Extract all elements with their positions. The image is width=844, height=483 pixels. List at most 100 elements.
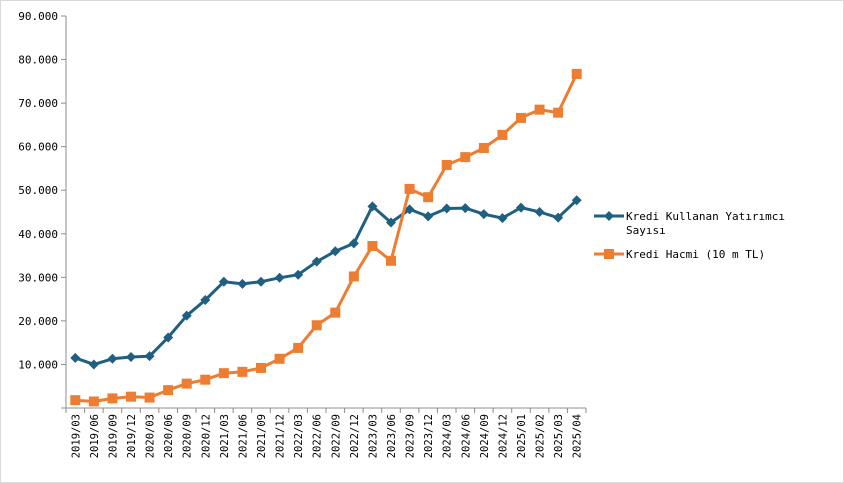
- x-tick-label: 2021/06: [237, 414, 249, 458]
- data-point: [348, 238, 359, 249]
- data-point: [70, 395, 81, 406]
- data-point: [553, 107, 564, 118]
- data-point: [200, 294, 211, 305]
- legend-marker: [604, 249, 614, 259]
- y-tick-label: 10.000: [18, 358, 58, 371]
- data-point: [516, 202, 526, 213]
- x-tick-label: 2023/03: [367, 414, 379, 458]
- x-tick-label: 2020/12: [200, 414, 212, 458]
- data-point: [478, 142, 489, 153]
- x-tick-label: 2022/09: [330, 414, 342, 458]
- x-tick-label: 2021/03: [219, 414, 231, 458]
- x-tick-label: 2025/01: [516, 414, 528, 458]
- y-axis: 10.000 20.000 30.000 40.000 50.000 60.000 70.0…: [18, 10, 67, 409]
- y-tick-label: 90.000: [18, 10, 58, 23]
- y-tick-label: 70.000: [18, 97, 58, 110]
- data-point: [367, 201, 378, 212]
- data-point: [218, 368, 229, 379]
- data-point: [571, 195, 582, 206]
- data-point: [497, 129, 508, 140]
- series-0: [70, 195, 582, 370]
- data-point: [311, 256, 322, 267]
- data-point: [181, 310, 192, 321]
- x-tick-label: 2023/06: [386, 414, 398, 458]
- x-tick-label: 2024/09: [479, 414, 491, 458]
- data-point: [126, 391, 136, 402]
- series-1: [70, 68, 582, 407]
- x-tick-label: 2021/09: [256, 414, 268, 458]
- series-layer: [70, 68, 582, 407]
- x-tick-label: 2024/03: [442, 414, 454, 458]
- data-point: [441, 203, 452, 214]
- x-tick-label: 2023/12: [423, 414, 435, 458]
- y-tick-label: 30.000: [18, 271, 58, 284]
- y-tick-label: 80.000: [18, 54, 58, 67]
- data-point: [423, 211, 434, 222]
- data-point: [534, 207, 545, 217]
- legend-marker: [604, 211, 614, 221]
- data-point: [516, 112, 526, 123]
- data-point: [163, 332, 174, 343]
- data-point: [423, 192, 434, 203]
- x-tick-label: 2019/09: [107, 414, 119, 458]
- y-tick-label: 20.000: [18, 315, 58, 328]
- data-point: [237, 278, 248, 289]
- data-point: [478, 209, 489, 220]
- data-point: [404, 204, 415, 215]
- data-point: [200, 374, 211, 385]
- x-tick-label: 2019/03: [70, 414, 82, 458]
- x-tick-label: 2020/06: [163, 414, 175, 458]
- x-tick-label: 2024/12: [497, 414, 509, 458]
- series-line: [74, 199, 578, 366]
- data-point: [330, 307, 341, 318]
- data-point: [571, 68, 582, 79]
- legend-entry: Kredi Hacmi (10 m TL): [594, 248, 765, 261]
- legend-label: Sayısı: [626, 224, 666, 237]
- y-tick-label: 40.000: [18, 228, 58, 241]
- legend-label: Kredi Kullanan Yatırımcı: [626, 210, 785, 223]
- data-point: [126, 352, 136, 363]
- data-point: [386, 217, 396, 228]
- x-tick-label: 2022/03: [293, 414, 305, 458]
- data-point: [237, 366, 248, 377]
- data-point: [88, 396, 99, 407]
- data-point: [293, 269, 304, 280]
- data-point: [404, 183, 415, 194]
- x-tick-label: 2020/09: [182, 414, 194, 458]
- x-tick-label: 2022/06: [312, 414, 324, 458]
- y-tick-label: 50.000: [18, 184, 58, 197]
- x-tick-label: 2020/03: [145, 414, 157, 458]
- data-point: [274, 353, 285, 364]
- data-point: [534, 104, 545, 115]
- x-axis: 2019/03 2019/06 2019/09 2019/12 2020/03 2020/…: [65, 407, 587, 458]
- data-point: [107, 393, 118, 404]
- x-tick-label: 2025/03: [553, 414, 565, 458]
- data-point: [88, 359, 99, 370]
- x-tick-label: 2025/04: [572, 414, 584, 458]
- data-point: [441, 159, 452, 170]
- data-point: [330, 246, 341, 257]
- x-tick-label: 2023/09: [405, 414, 417, 458]
- x-tick-label: 2019/12: [126, 414, 138, 458]
- data-point: [218, 276, 229, 287]
- data-point: [256, 362, 266, 373]
- data-point: [70, 352, 81, 363]
- x-tick-label: 2024/06: [460, 414, 472, 458]
- legend-label: Kredi Hacmi (10 m TL): [626, 248, 765, 261]
- data-point: [293, 342, 304, 353]
- data-point: [107, 353, 118, 364]
- data-point: [386, 255, 396, 266]
- data-point: [256, 276, 266, 287]
- data-point: [181, 378, 192, 389]
- data-point: [348, 271, 359, 282]
- data-point: [367, 240, 378, 251]
- x-tick-label: 2021/12: [275, 414, 287, 458]
- data-point: [553, 212, 564, 223]
- data-point: [497, 213, 508, 224]
- x-tick-label: 2019/06: [89, 414, 101, 458]
- series-line: [75, 73, 579, 403]
